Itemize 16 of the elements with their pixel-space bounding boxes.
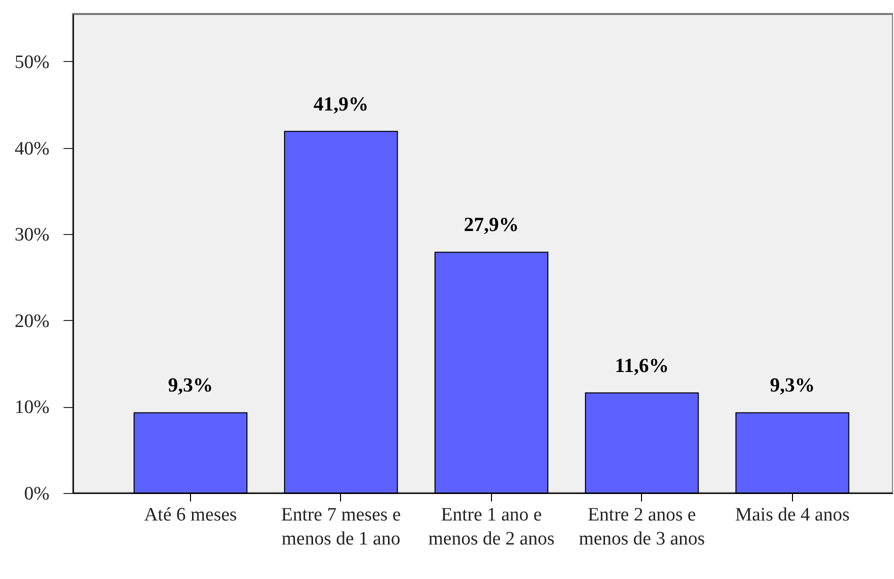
- data-label: 27,9%: [464, 214, 519, 236]
- y-tick-label: 0%: [24, 484, 50, 504]
- data-label: 41,9%: [313, 93, 368, 116]
- y-tick-label: 40%: [14, 138, 50, 160]
- x-tick-label: Mais de 4 anos: [735, 504, 850, 526]
- x-tick-label: Até 6 meses: [144, 504, 237, 526]
- x-tick-label: Entre 2 anos e menos de 3 anos: [578, 504, 705, 550]
- x-tick-label: Entre 1 ano e menos de 2 anos: [428, 504, 554, 550]
- y-tick-label: 30%: [14, 224, 50, 246]
- y-tick-label: 20%: [14, 310, 50, 332]
- data-label: 9,3%: [770, 374, 815, 397]
- y-tick-label: 50%: [14, 52, 50, 73]
- y-tick-label: 10%: [14, 397, 50, 418]
- data-label: 11,6%: [614, 354, 669, 377]
- x-tick-label: Entre 7 meses e menos de 1 ano: [281, 504, 401, 550]
- data-label: 9,3%: [168, 374, 214, 397]
